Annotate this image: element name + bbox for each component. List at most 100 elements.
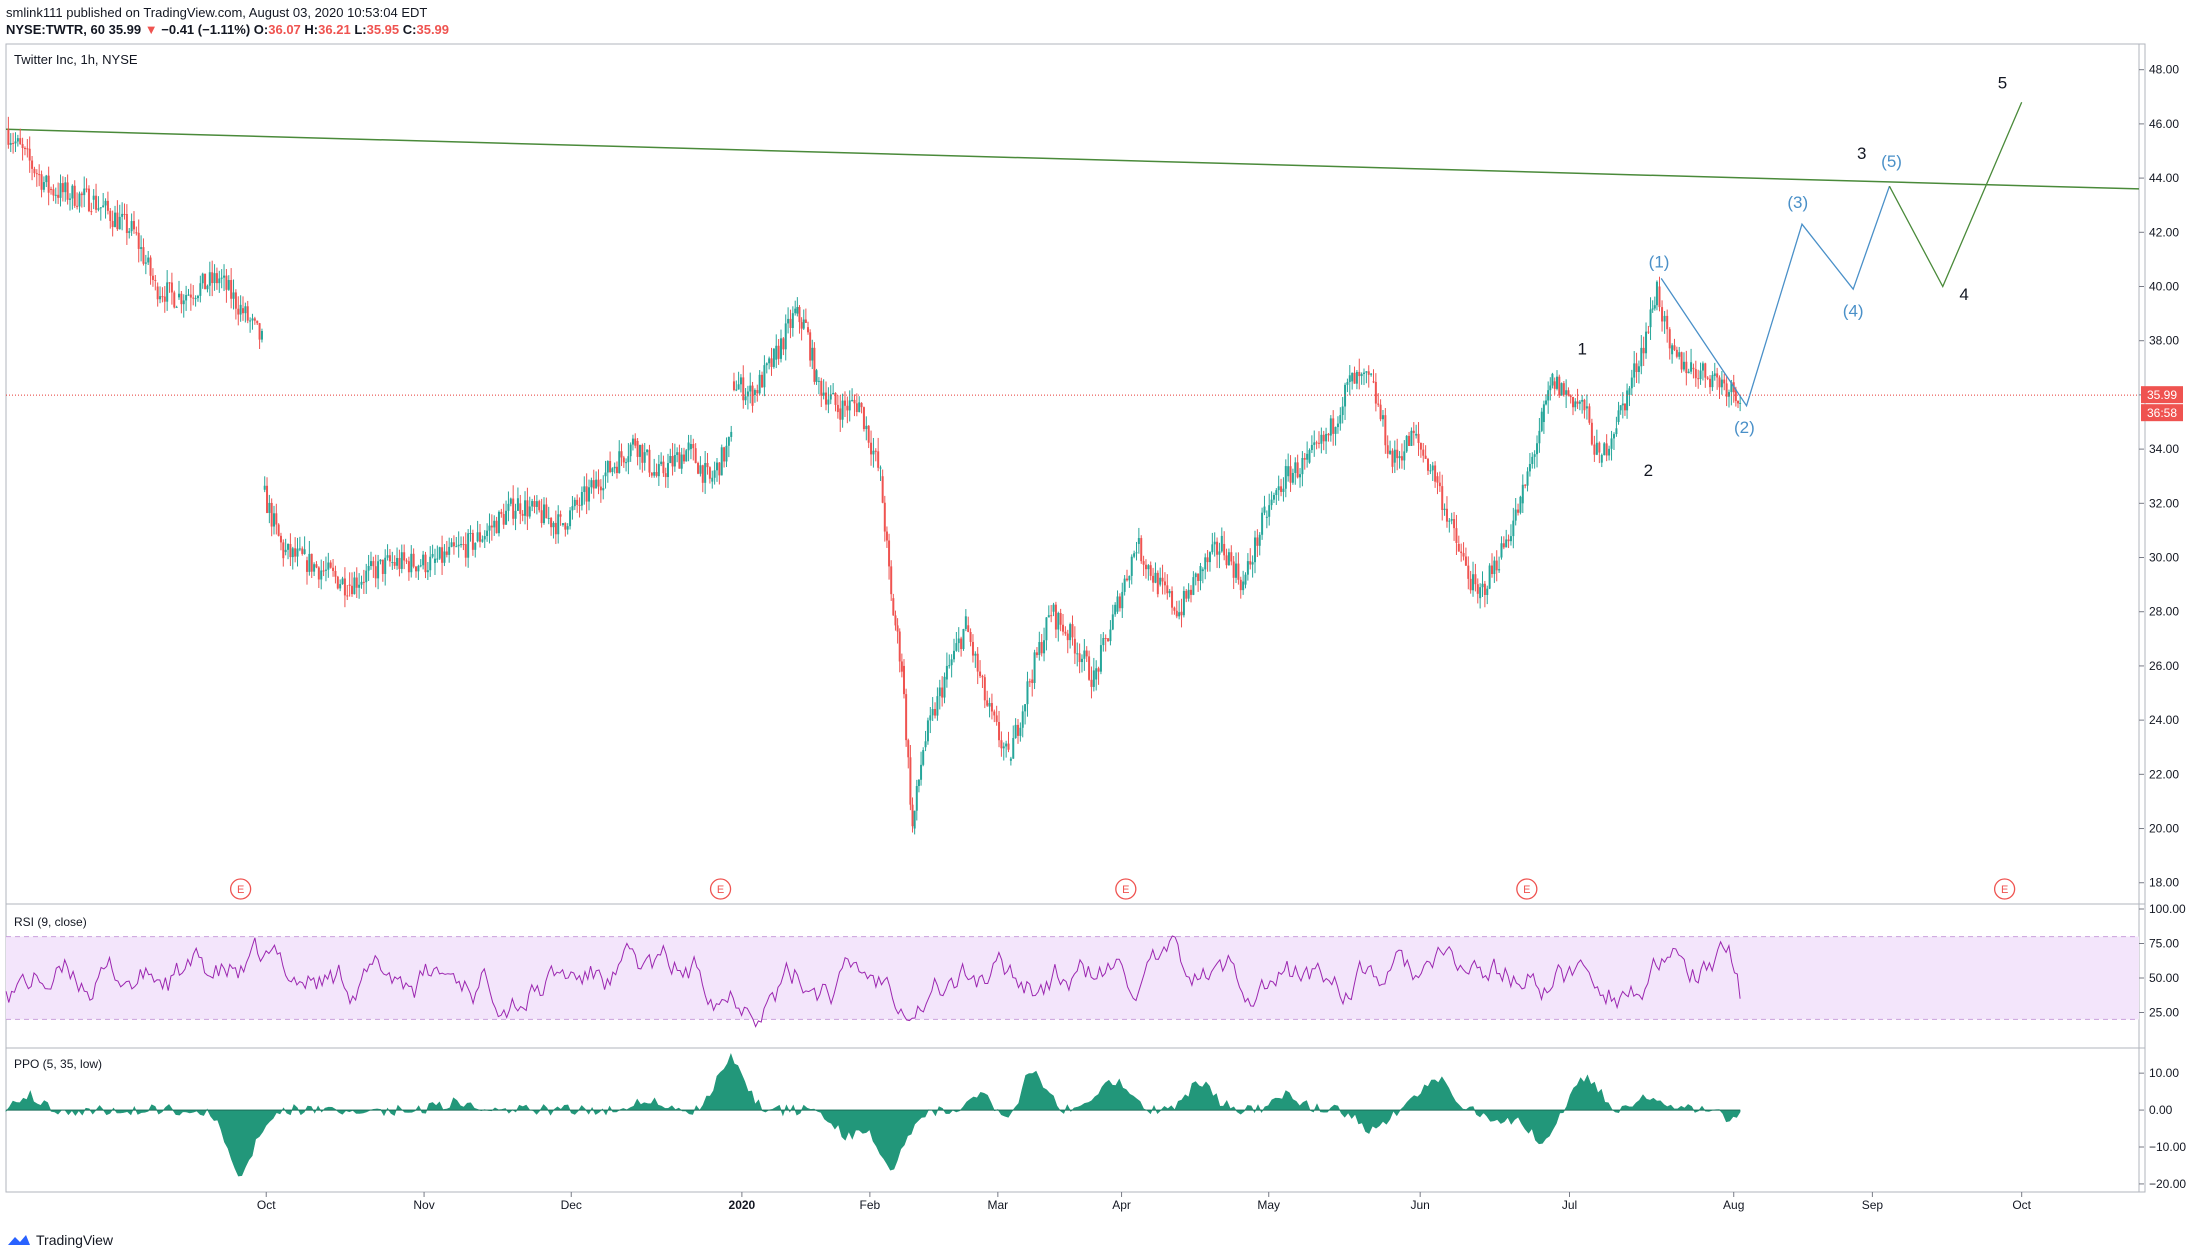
candle-body — [1159, 577, 1162, 585]
candle-body — [1123, 578, 1126, 592]
candle-body — [509, 498, 512, 504]
candle-body — [976, 653, 979, 672]
candle-body — [602, 488, 605, 491]
candle-body — [486, 530, 489, 537]
candle-body — [514, 510, 517, 519]
candle-body — [1249, 561, 1252, 565]
candle-body — [270, 502, 273, 527]
candle-body — [1701, 363, 1704, 371]
time-tick-label: Oct — [257, 1198, 276, 1212]
candle-body — [1619, 405, 1622, 411]
candle-body — [981, 676, 984, 678]
candle-body — [894, 615, 897, 626]
candle-body — [64, 182, 67, 193]
candle-body — [592, 480, 595, 489]
candle-body — [763, 365, 766, 388]
projection-minor-waves — [1660, 186, 1891, 408]
candle-body — [1085, 650, 1088, 657]
candle-body — [57, 194, 60, 198]
symbol: NYSE:TWTR, 60 — [6, 22, 105, 37]
candle-body — [737, 384, 740, 390]
time-tick-label: Nov — [413, 1198, 434, 1212]
price-tick-label: 30.00 — [2149, 551, 2179, 565]
candle-body — [1332, 418, 1335, 434]
candle-body — [606, 460, 609, 473]
last-price-badge — [2141, 386, 2183, 404]
candle-body — [396, 557, 399, 566]
candle-body — [1524, 484, 1527, 486]
candle-body — [1142, 561, 1145, 565]
candle-body — [1642, 347, 1645, 354]
open-value: 36.07 — [268, 22, 301, 37]
candle-body — [955, 643, 958, 651]
candle-body — [1218, 551, 1221, 555]
candle-body — [1073, 638, 1076, 654]
chart-title: Twitter Inc, 1h, NYSE — [14, 52, 138, 67]
candle-body — [12, 142, 15, 144]
candle-body — [1154, 572, 1157, 583]
candle-body — [662, 461, 665, 474]
candle-body — [1306, 453, 1309, 460]
candle-body — [1303, 457, 1306, 460]
candle-body — [369, 561, 372, 566]
candle-body — [284, 549, 287, 553]
candle-body — [1460, 551, 1463, 554]
candle-body — [926, 720, 929, 742]
candle-body — [979, 671, 982, 677]
earnings-marker-label: E — [237, 884, 244, 896]
candle-body — [497, 511, 500, 534]
candle-body — [825, 392, 828, 405]
candle-body — [1595, 442, 1598, 455]
candle-body — [365, 570, 368, 583]
candle-body — [1114, 604, 1117, 615]
candle-body — [1002, 746, 1005, 749]
candle-body — [697, 463, 700, 474]
candle-body — [583, 486, 586, 492]
candle-body — [1367, 371, 1370, 375]
candle-body — [1296, 462, 1299, 478]
candle-body — [1339, 415, 1342, 424]
candle-body — [1668, 329, 1671, 349]
candle-body — [507, 503, 510, 511]
candle-body — [426, 570, 429, 573]
candle-body — [1533, 454, 1536, 457]
tradingview-logo[interactable]: TradingView — [6, 1232, 113, 1248]
close-value: 35.99 — [416, 22, 450, 37]
chart-header: smlink111 published on TradingView.com, … — [6, 4, 449, 38]
time-tick-label: Oct — [2012, 1198, 2031, 1212]
candle-body — [1313, 442, 1316, 445]
candle-body — [1272, 495, 1275, 500]
candle-body — [1718, 377, 1721, 388]
candle-body — [1526, 471, 1529, 486]
candle-body — [892, 598, 895, 616]
candle-body — [1536, 443, 1539, 455]
candle-body — [142, 247, 145, 264]
candle-body — [329, 562, 332, 568]
candle-body — [725, 445, 728, 462]
candle-body — [917, 779, 920, 787]
candle-body — [393, 562, 396, 566]
earnings-marker-icon — [1115, 878, 1137, 900]
candle-body — [578, 504, 581, 506]
candle-body — [1237, 563, 1240, 580]
candle-body — [751, 385, 754, 406]
candle-body — [1603, 443, 1606, 456]
candle-body — [1730, 382, 1733, 393]
candle-body — [1661, 307, 1664, 322]
candle-body — [476, 532, 479, 542]
candle-body — [777, 345, 780, 359]
time-tick-label: Feb — [860, 1198, 881, 1212]
candle-body — [301, 548, 304, 554]
candle-body — [1054, 604, 1057, 630]
candle-body — [789, 318, 792, 328]
candle-body — [862, 407, 865, 430]
candle-body — [988, 703, 991, 707]
candle-body — [1462, 553, 1465, 557]
candle-body — [1088, 656, 1091, 680]
candle-body — [1052, 604, 1055, 612]
candle-body — [251, 318, 254, 321]
candle-body — [1445, 508, 1448, 522]
high-value: 36.21 — [318, 22, 351, 37]
candle-body — [566, 526, 569, 530]
